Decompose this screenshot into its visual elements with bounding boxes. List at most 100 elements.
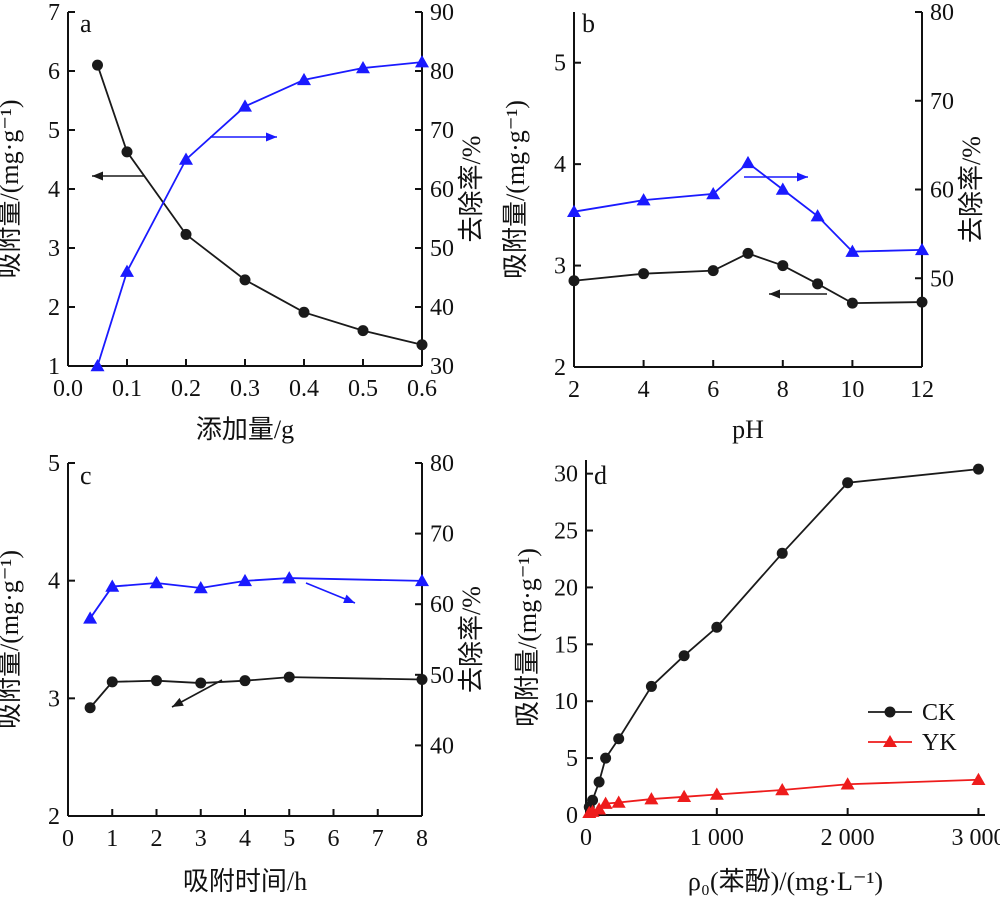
x-tick-label: 0.1 [112, 376, 142, 402]
y-left-tick-label: 20 [554, 575, 578, 601]
data-point-triangle [297, 72, 311, 86]
arrow-left-b-head [769, 289, 780, 299]
y-left-axis-label: 吸附量/(mg·g⁻¹) [0, 100, 24, 279]
y-left-tick-label: 4 [554, 152, 566, 178]
x-tick-label: 10 [840, 377, 864, 403]
x-tick-label: 3 000 [951, 825, 1000, 851]
y-right-axis-label: 去除率/% [957, 136, 986, 243]
x-axis-label: 吸附时间/h [183, 867, 307, 896]
data-point-triangle [845, 244, 860, 257]
data-point-triangle [90, 359, 105, 372]
data-point-triangle [915, 242, 929, 256]
y-left-tick-label: 10 [554, 689, 578, 715]
y-left-axis-label: 吸附量/(mg·g⁻¹) [0, 550, 24, 729]
panel-label: c [80, 461, 92, 490]
arrow-left-c-head [172, 697, 184, 707]
data-point-circle [239, 274, 251, 286]
data-point-triangle [611, 795, 626, 808]
x-tick-label: 8 [777, 377, 789, 403]
data-point-circle [711, 621, 723, 633]
x-axis-label: pH [732, 415, 764, 444]
y-right-tick-label: 50 [430, 663, 454, 689]
x-tick-label: 0 [580, 825, 592, 851]
data-point-circle [842, 477, 854, 489]
data-point-circle [776, 547, 788, 559]
legend-label: YK [922, 730, 957, 756]
y-left-axis-label: 吸附量/(mg·g⁻¹) [513, 548, 542, 727]
y-right-tick-label: 70 [430, 118, 454, 144]
data-point-triangle [706, 186, 721, 200]
x-tick-label: 8 [416, 826, 428, 852]
x-tick-label: 1 000 [690, 825, 744, 851]
legend-marker [883, 735, 897, 747]
series-line-left [96, 64, 423, 346]
data-point-triangle [775, 182, 790, 195]
data-point-circle [416, 674, 428, 686]
y-right-tick-label: 40 [430, 295, 454, 321]
data-point-circle [846, 297, 858, 309]
chart-panel-b: 2 4 6 8 10 12 2 3 4 5 50 60 70 80 b pH 吸附量/(mg·g⁻¹) 去除率/% [501, 0, 986, 444]
y-right-axis-label: 去除率/% [457, 136, 486, 243]
data-point-triangle [238, 573, 252, 587]
data-point-circle [645, 680, 657, 692]
data-point-circle [283, 671, 295, 683]
series-line-left [89, 676, 423, 709]
data-point-triangle [120, 264, 134, 277]
data-point-circle [638, 268, 650, 280]
y-left-tick-label: 5 [554, 51, 566, 77]
data-point-circle [357, 325, 369, 337]
y-left-tick-label: 6 [48, 59, 60, 85]
data-point-circle [972, 463, 984, 475]
y-right-tick-label: 40 [430, 733, 454, 759]
y-left-tick-label: 15 [554, 632, 578, 658]
data-point-circle [239, 675, 251, 687]
x-axis-label: 添加量/g [196, 415, 294, 444]
data-point-triangle [840, 777, 855, 790]
x-tick-label: 0.5 [348, 376, 378, 402]
y-left-tick-label: 7 [48, 0, 60, 26]
x-tick-label: 4 [239, 826, 251, 852]
panel-label: b [582, 9, 595, 38]
panel-label: a [80, 9, 92, 38]
data-point-circle [613, 733, 625, 745]
y-right-tick-label: 60 [430, 592, 454, 618]
data-point-circle [777, 260, 789, 272]
y-left-tick-label: 2 [48, 804, 60, 830]
y-right-tick-label: 80 [430, 451, 454, 477]
data-point-triangle [149, 576, 164, 589]
series-line-CK [588, 468, 979, 808]
series-line-right [96, 61, 423, 367]
data-point-triangle [810, 209, 825, 222]
data-point-triangle [415, 573, 429, 587]
data-point-triangle [193, 580, 208, 594]
x-tick-label: 2 [151, 826, 163, 852]
y-right-axis-label: 去除率/% [457, 586, 486, 693]
data-point-circle [151, 675, 162, 687]
data-point-triangle [741, 155, 755, 169]
data-point-triangle [356, 61, 370, 74]
legend-marker [884, 706, 896, 718]
x-tick-label: 0.3 [230, 376, 260, 402]
data-point-circle [593, 776, 605, 788]
x-tick-label: 7 [372, 826, 384, 852]
data-point-circle [180, 228, 192, 240]
data-point-triangle [971, 772, 986, 785]
x-tick-label: 0.0 [53, 376, 83, 402]
y-right-tick-label: 70 [430, 522, 454, 548]
x-tick-label: 1 [106, 826, 118, 852]
y-left-tick-label: 25 [554, 519, 578, 545]
data-point-triangle [238, 99, 252, 112]
data-point-triangle [567, 204, 581, 217]
y-right-tick-label: 70 [930, 89, 954, 115]
panel-label: d [594, 461, 607, 490]
chart-panel-c: 0 1 2 3 4 5 6 7 8 2 3 4 5 40 50 60 70 80 c 吸附时间/h 吸附量/(mg·g⁻… [0, 451, 486, 896]
data-point-circle [195, 677, 207, 689]
y-left-tick-label: 30 [554, 462, 578, 488]
legend-label: CK [922, 700, 956, 726]
data-point-circle [678, 650, 690, 662]
data-point-circle [121, 146, 133, 158]
data-point-triangle [636, 193, 651, 206]
arrow-right-c-head [343, 594, 355, 604]
data-point-circle [298, 306, 310, 318]
x-tick-label: 3 [195, 826, 207, 852]
